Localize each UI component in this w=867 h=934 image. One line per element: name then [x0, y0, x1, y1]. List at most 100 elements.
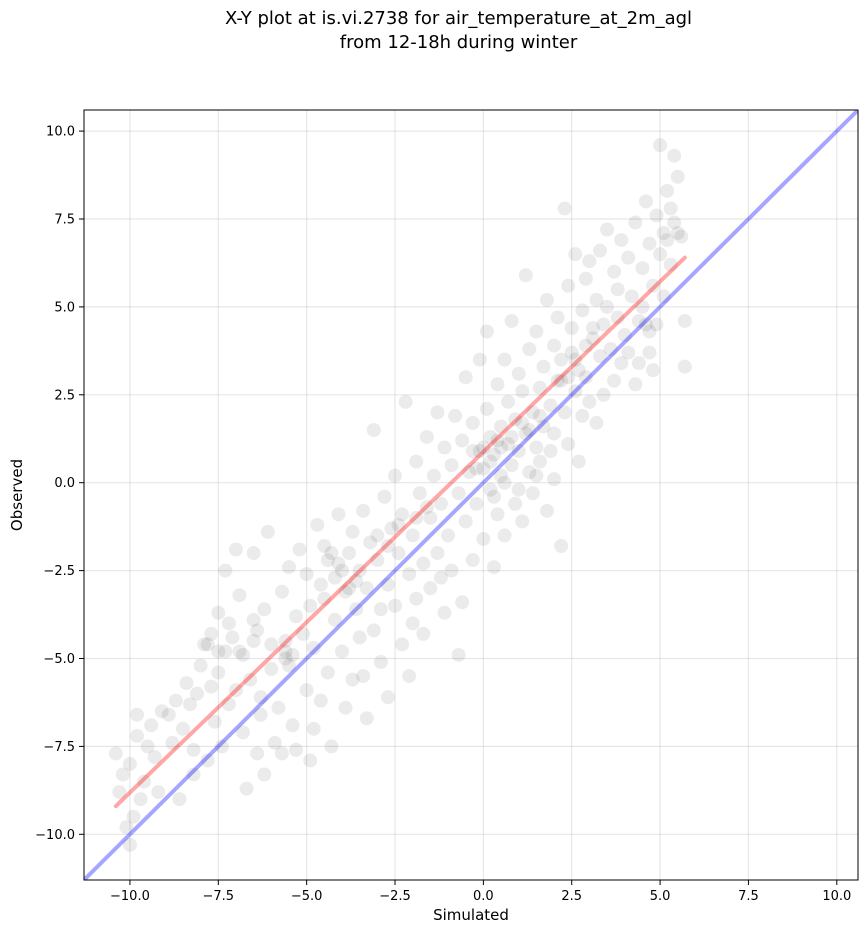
data-point [126, 809, 141, 824]
data-point [200, 637, 215, 652]
data-point [483, 454, 498, 469]
data-point [370, 553, 385, 568]
data-point [377, 489, 392, 504]
chart-title: X-Y plot at is.vi.2738 for air_temperatu… [224, 8, 693, 29]
data-point [366, 422, 381, 437]
data-point [441, 528, 456, 543]
data-point [409, 591, 424, 606]
data-point [402, 669, 417, 684]
data-point [246, 612, 261, 627]
data-point [451, 647, 466, 662]
data-point [193, 658, 208, 673]
x-tick-label: −10.0 [110, 889, 150, 904]
data-point [642, 324, 657, 339]
data-point [554, 538, 569, 553]
data-point [593, 349, 607, 364]
data-point [497, 352, 512, 367]
data-point [497, 475, 512, 490]
data-point [423, 510, 438, 525]
data-point [165, 735, 180, 750]
data-point [631, 313, 646, 328]
data-point [603, 342, 618, 357]
y-axis-ticks: −10.0 −7.5 −5.0 −2.5 0.0 2.5 5.0 7.5 10.0 [35, 125, 84, 843]
data-point [140, 739, 155, 754]
x-tick-label: 10.0 [822, 889, 851, 904]
data-point [532, 408, 547, 423]
data-point [529, 324, 544, 339]
data-point [412, 486, 427, 501]
data-point [585, 320, 600, 335]
data-point [373, 655, 388, 670]
data-point [363, 535, 378, 550]
data-point [175, 721, 190, 736]
data-point [550, 373, 565, 388]
data-point [186, 767, 201, 782]
data-point [504, 458, 519, 473]
data-point [278, 644, 293, 659]
grid [84, 110, 858, 880]
data-point [342, 581, 357, 596]
data-point [532, 380, 547, 395]
data-point [571, 363, 586, 378]
data-point [335, 563, 349, 578]
y-tick-label: 2.5 [54, 388, 75, 403]
y-tick-label: 5.0 [54, 300, 75, 315]
data-point [554, 352, 569, 367]
data-point [218, 644, 233, 659]
data-point [335, 644, 349, 659]
y-tick-label: 0.0 [54, 476, 75, 491]
y-tick-label: −10.0 [35, 828, 75, 843]
data-point [204, 679, 219, 694]
data-point [660, 183, 675, 198]
data-point [366, 623, 381, 638]
data-point [154, 704, 169, 719]
y-axis-label: Observed [8, 459, 26, 531]
data-point [582, 394, 597, 409]
data-point [388, 598, 403, 613]
data-point [670, 226, 685, 241]
data-point [285, 718, 300, 733]
data-point [267, 735, 282, 750]
data-point [211, 644, 226, 659]
data-point [352, 563, 367, 578]
data-point [380, 690, 395, 705]
data-point [232, 644, 247, 659]
data-point [674, 229, 689, 244]
data-point [161, 707, 176, 722]
data-point [349, 574, 364, 589]
data-point [532, 454, 547, 469]
data-point [416, 556, 431, 571]
data-point [320, 553, 335, 568]
data-point [448, 408, 463, 423]
data-point [338, 584, 353, 599]
data-point [112, 785, 127, 800]
data-point [663, 257, 678, 272]
data-point [561, 437, 576, 452]
data-point [490, 433, 505, 448]
data-point [504, 313, 519, 328]
data-point [497, 528, 512, 543]
data-point [345, 524, 360, 539]
data-point [278, 633, 293, 648]
data-point [331, 507, 346, 522]
data-point [384, 521, 399, 536]
data-point [137, 774, 152, 789]
data-point [211, 605, 226, 620]
data-point [370, 528, 385, 543]
data-point [561, 370, 576, 385]
data-point [543, 444, 558, 459]
data-point [511, 444, 526, 459]
x-tick-label: −2.5 [379, 889, 411, 904]
y-tick-label: 7.5 [54, 212, 75, 227]
data-point [522, 342, 537, 357]
data-point [614, 356, 629, 371]
data-point [610, 282, 625, 297]
data-point [486, 560, 501, 575]
y-tick-label: −7.5 [43, 740, 75, 755]
scatter-points [108, 138, 692, 852]
data-point [419, 500, 434, 515]
data-point [324, 546, 339, 561]
data-point [557, 201, 572, 216]
